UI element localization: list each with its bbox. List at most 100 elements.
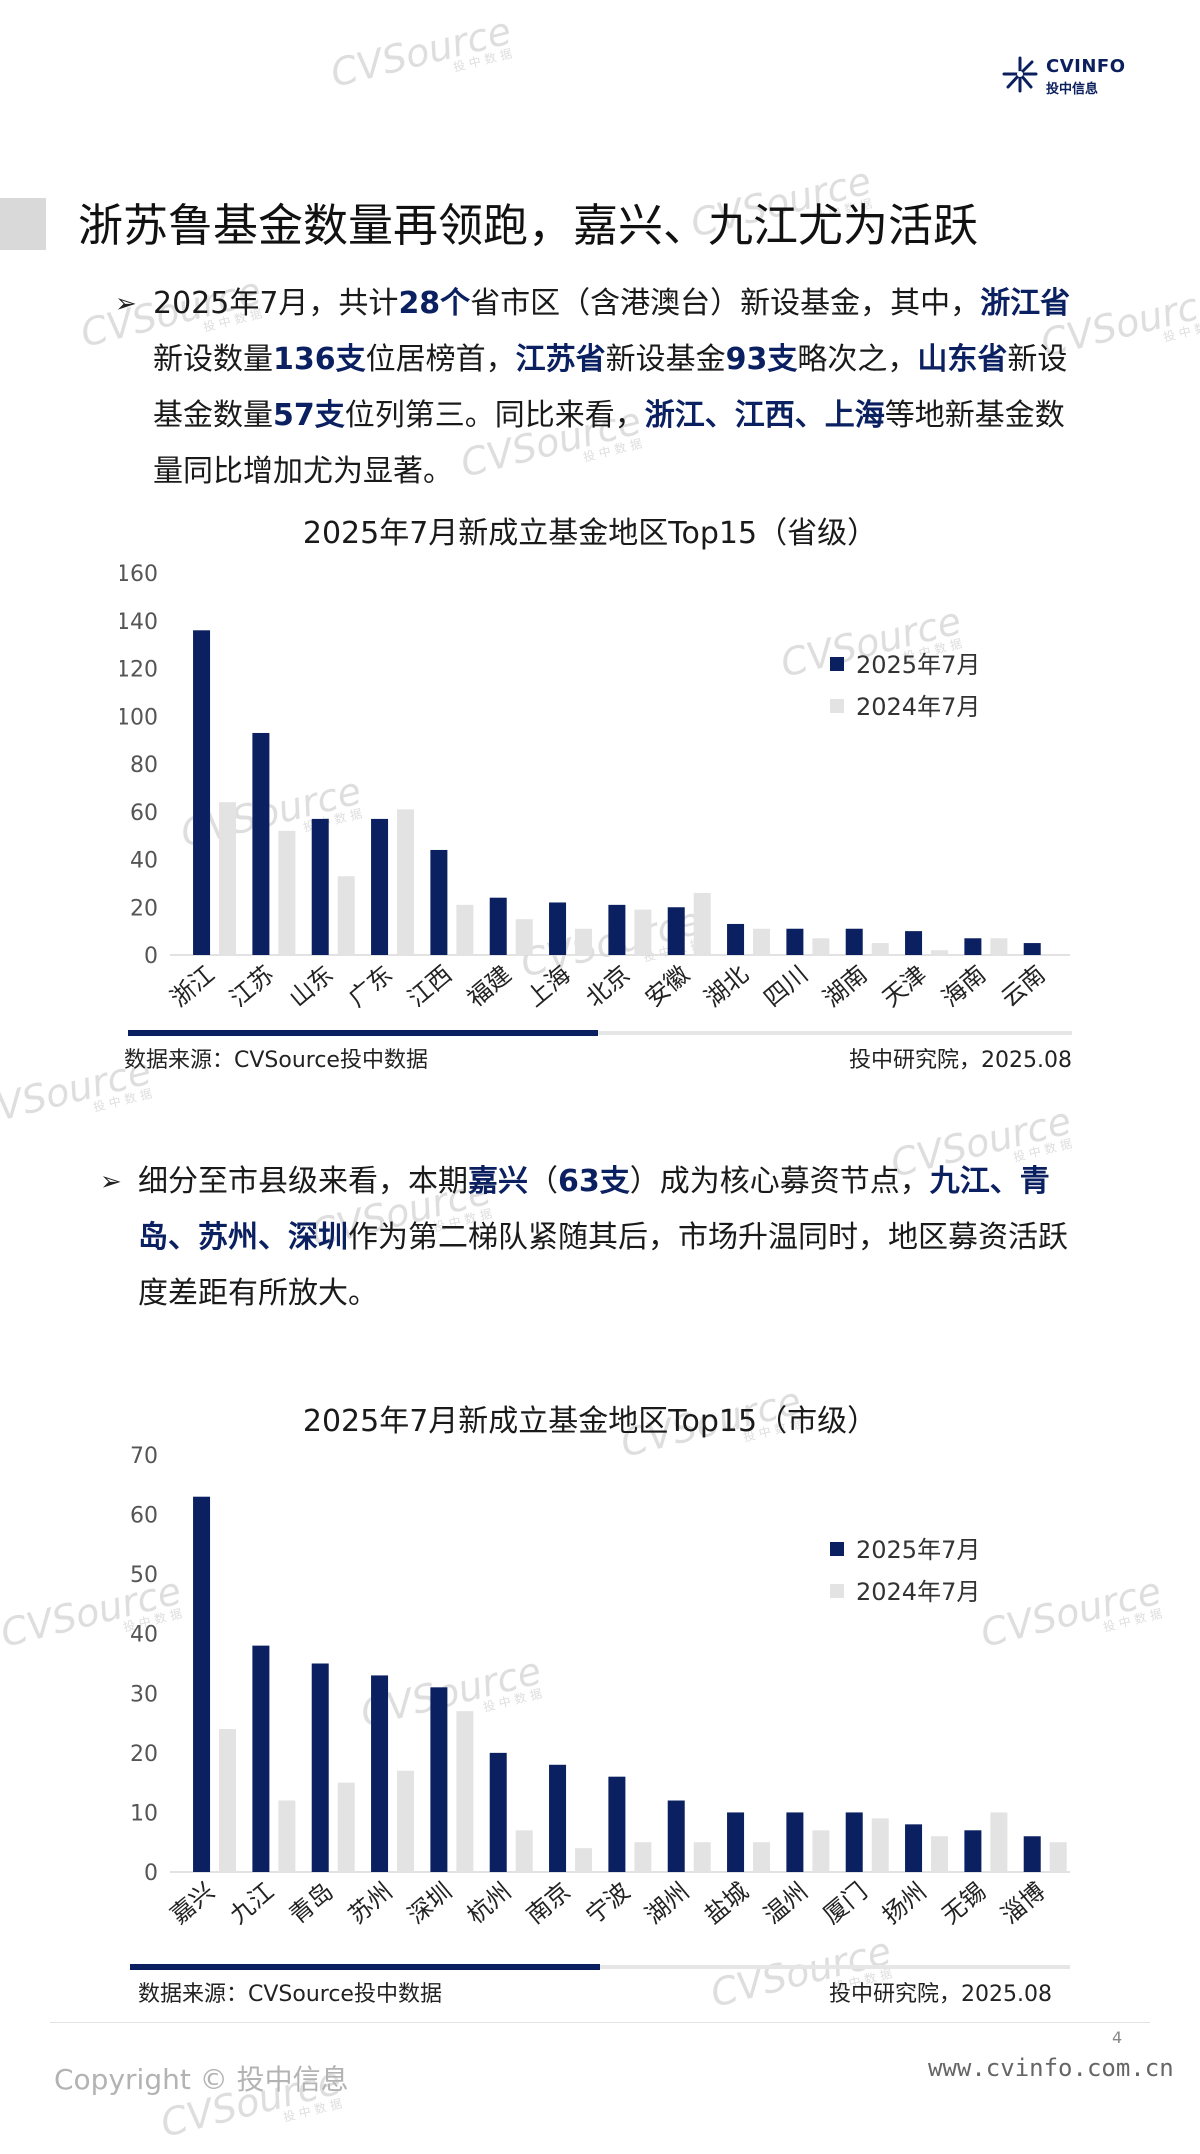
- bar-2024: [456, 904, 474, 955]
- data-source: 数据来源：CVSource投中数据: [138, 1982, 442, 2007]
- bar-2024: [871, 943, 889, 955]
- source-divider: [130, 1964, 1070, 1970]
- legend-swatch: [830, 699, 844, 713]
- brand-sub: 投中信息: [1046, 82, 1099, 97]
- x-tick-label: 山东: [284, 960, 339, 1012]
- x-tick-label: 盐城: [699, 1877, 754, 1929]
- bar-2024: [634, 1842, 652, 1872]
- y-tick-label: 40: [130, 1623, 158, 1648]
- bar-2024: [397, 1770, 415, 1872]
- bar-2024: [278, 1800, 296, 1872]
- y-tick-label: 70: [130, 1444, 158, 1469]
- y-tick-label: 140: [120, 610, 158, 635]
- bar-chart-city: 0 10 20 30 40 50 60 70 嘉兴 九江 青岛 苏州 深圳 杭州 南京 宁波 湖州 盐城 温州 厦门扬…: [130, 1444, 1070, 1929]
- x-tick-label: 无锡: [936, 1877, 991, 1929]
- bullet-arrow-icon: ➢: [100, 1167, 122, 1197]
- data-credit: 投中研究院，2025.08: [829, 1982, 1052, 2007]
- x-tick-label: 天津: [877, 960, 932, 1012]
- y-tick-label: 50: [130, 1563, 158, 1588]
- bar-2024: [990, 1812, 1008, 1872]
- cvinfo-logo-icon: [1002, 56, 1038, 93]
- bar-2025: [727, 1812, 745, 1872]
- x-tick-label: 海南: [936, 960, 991, 1012]
- bar-2025: [430, 1687, 448, 1872]
- bar-2025: [786, 1812, 804, 1872]
- bar-2024: [515, 1830, 533, 1872]
- bar-2025: [193, 630, 211, 955]
- bar-2024: [931, 1836, 949, 1872]
- bar-2025: [845, 928, 863, 955]
- y-tick-label: 0: [144, 944, 158, 969]
- y-tick-label: 30: [130, 1682, 158, 1707]
- bar-2025: [964, 1830, 982, 1872]
- bar-2024: [812, 1830, 830, 1872]
- source-divider: [128, 1030, 1072, 1036]
- legend-swatch: [830, 1584, 844, 1598]
- x-tick-label: 厦门: [818, 1877, 873, 1929]
- y-tick-label: 100: [120, 705, 158, 730]
- x-tick-label: 江西: [402, 960, 457, 1012]
- y-tick-label: 160: [120, 562, 158, 587]
- bullet-arrow-icon: ➢: [115, 289, 137, 319]
- legend-label: 2024年7月: [856, 693, 980, 721]
- bar-2025: [608, 1776, 626, 1872]
- x-tick-label: 福建: [462, 960, 517, 1012]
- x-tick-label: 青岛: [284, 1877, 339, 1929]
- y-tick-label: 80: [130, 753, 158, 778]
- bar-2025: [371, 818, 389, 955]
- x-tick-label: 湖北: [699, 960, 754, 1012]
- x-tick-label: 深圳: [402, 1877, 457, 1929]
- chart-title-provincial: 2025年7月新成立基金地区Top15（省级）: [302, 516, 878, 551]
- bar-2024: [812, 938, 830, 955]
- bar-2025: [549, 1764, 567, 1872]
- y-tick-label: 20: [130, 1742, 158, 1767]
- bar-2024: [397, 809, 415, 955]
- bar-2025: [786, 928, 804, 955]
- page-title: 浙苏鲁基金数量再领跑，嘉兴、九江尤为活跃: [78, 199, 979, 252]
- x-tick-label: 安徽: [640, 960, 695, 1012]
- x-tick-label: 淄博: [996, 1877, 1051, 1929]
- bar-2025: [1023, 943, 1041, 955]
- bar-chart-provincial: 020406080100120140160浙江 江苏 山东 广东 江西 福建 上海 北京 安徽湖…: [120, 562, 1070, 1012]
- x-tick-label: 杭州: [462, 1877, 517, 1929]
- bar-2024: [515, 919, 533, 955]
- bar-2024: [693, 1842, 711, 1872]
- bar-2024: [575, 928, 593, 955]
- x-tick-label: 湖南: [818, 960, 873, 1012]
- bar-2025: [667, 1800, 685, 1872]
- x-tick-label: 宁波: [580, 1877, 635, 1929]
- bar-2024: [871, 1818, 889, 1872]
- bar-2024: [337, 876, 355, 955]
- x-tick-label: 扬州: [877, 1877, 932, 1929]
- x-tick-label: 温州: [758, 1877, 813, 1929]
- bar-2024: [219, 802, 237, 955]
- x-tick-label: 江苏: [224, 960, 279, 1012]
- website-link[interactable]: www.cvinfo.com.cn: [928, 2054, 1174, 2082]
- bar-2024: [931, 950, 949, 955]
- y-tick-label: 120: [120, 658, 158, 683]
- bar-2024: [753, 928, 771, 955]
- y-tick-label: 40: [130, 849, 158, 874]
- bar-2025: [311, 818, 329, 955]
- bar-2025: [727, 923, 745, 955]
- x-tick-label: 浙江: [165, 960, 220, 1012]
- bar-2024: [990, 938, 1008, 955]
- bar-2024: [693, 892, 711, 955]
- data-source: 数据来源：CVSource投中数据: [124, 1048, 428, 1073]
- x-tick-label: 苏州: [343, 1877, 398, 1929]
- legend-label: 2025年7月: [856, 651, 980, 679]
- bar-2025: [193, 1496, 211, 1872]
- legend-label: 2024年7月: [856, 1578, 980, 1606]
- page-number: 4: [1112, 2028, 1123, 2047]
- legend-swatch: [830, 1542, 844, 1556]
- bar-2025: [489, 1752, 507, 1872]
- x-tick-label: 北京: [580, 960, 635, 1012]
- bar-2025: [252, 1645, 270, 1872]
- x-tick-label: 云南: [996, 960, 1051, 1012]
- bar-2025: [905, 931, 923, 955]
- title-accent-bar: [0, 198, 46, 250]
- x-tick-label: 广东: [343, 960, 398, 1012]
- bar-2024: [456, 1711, 474, 1872]
- bar-2025: [667, 907, 685, 955]
